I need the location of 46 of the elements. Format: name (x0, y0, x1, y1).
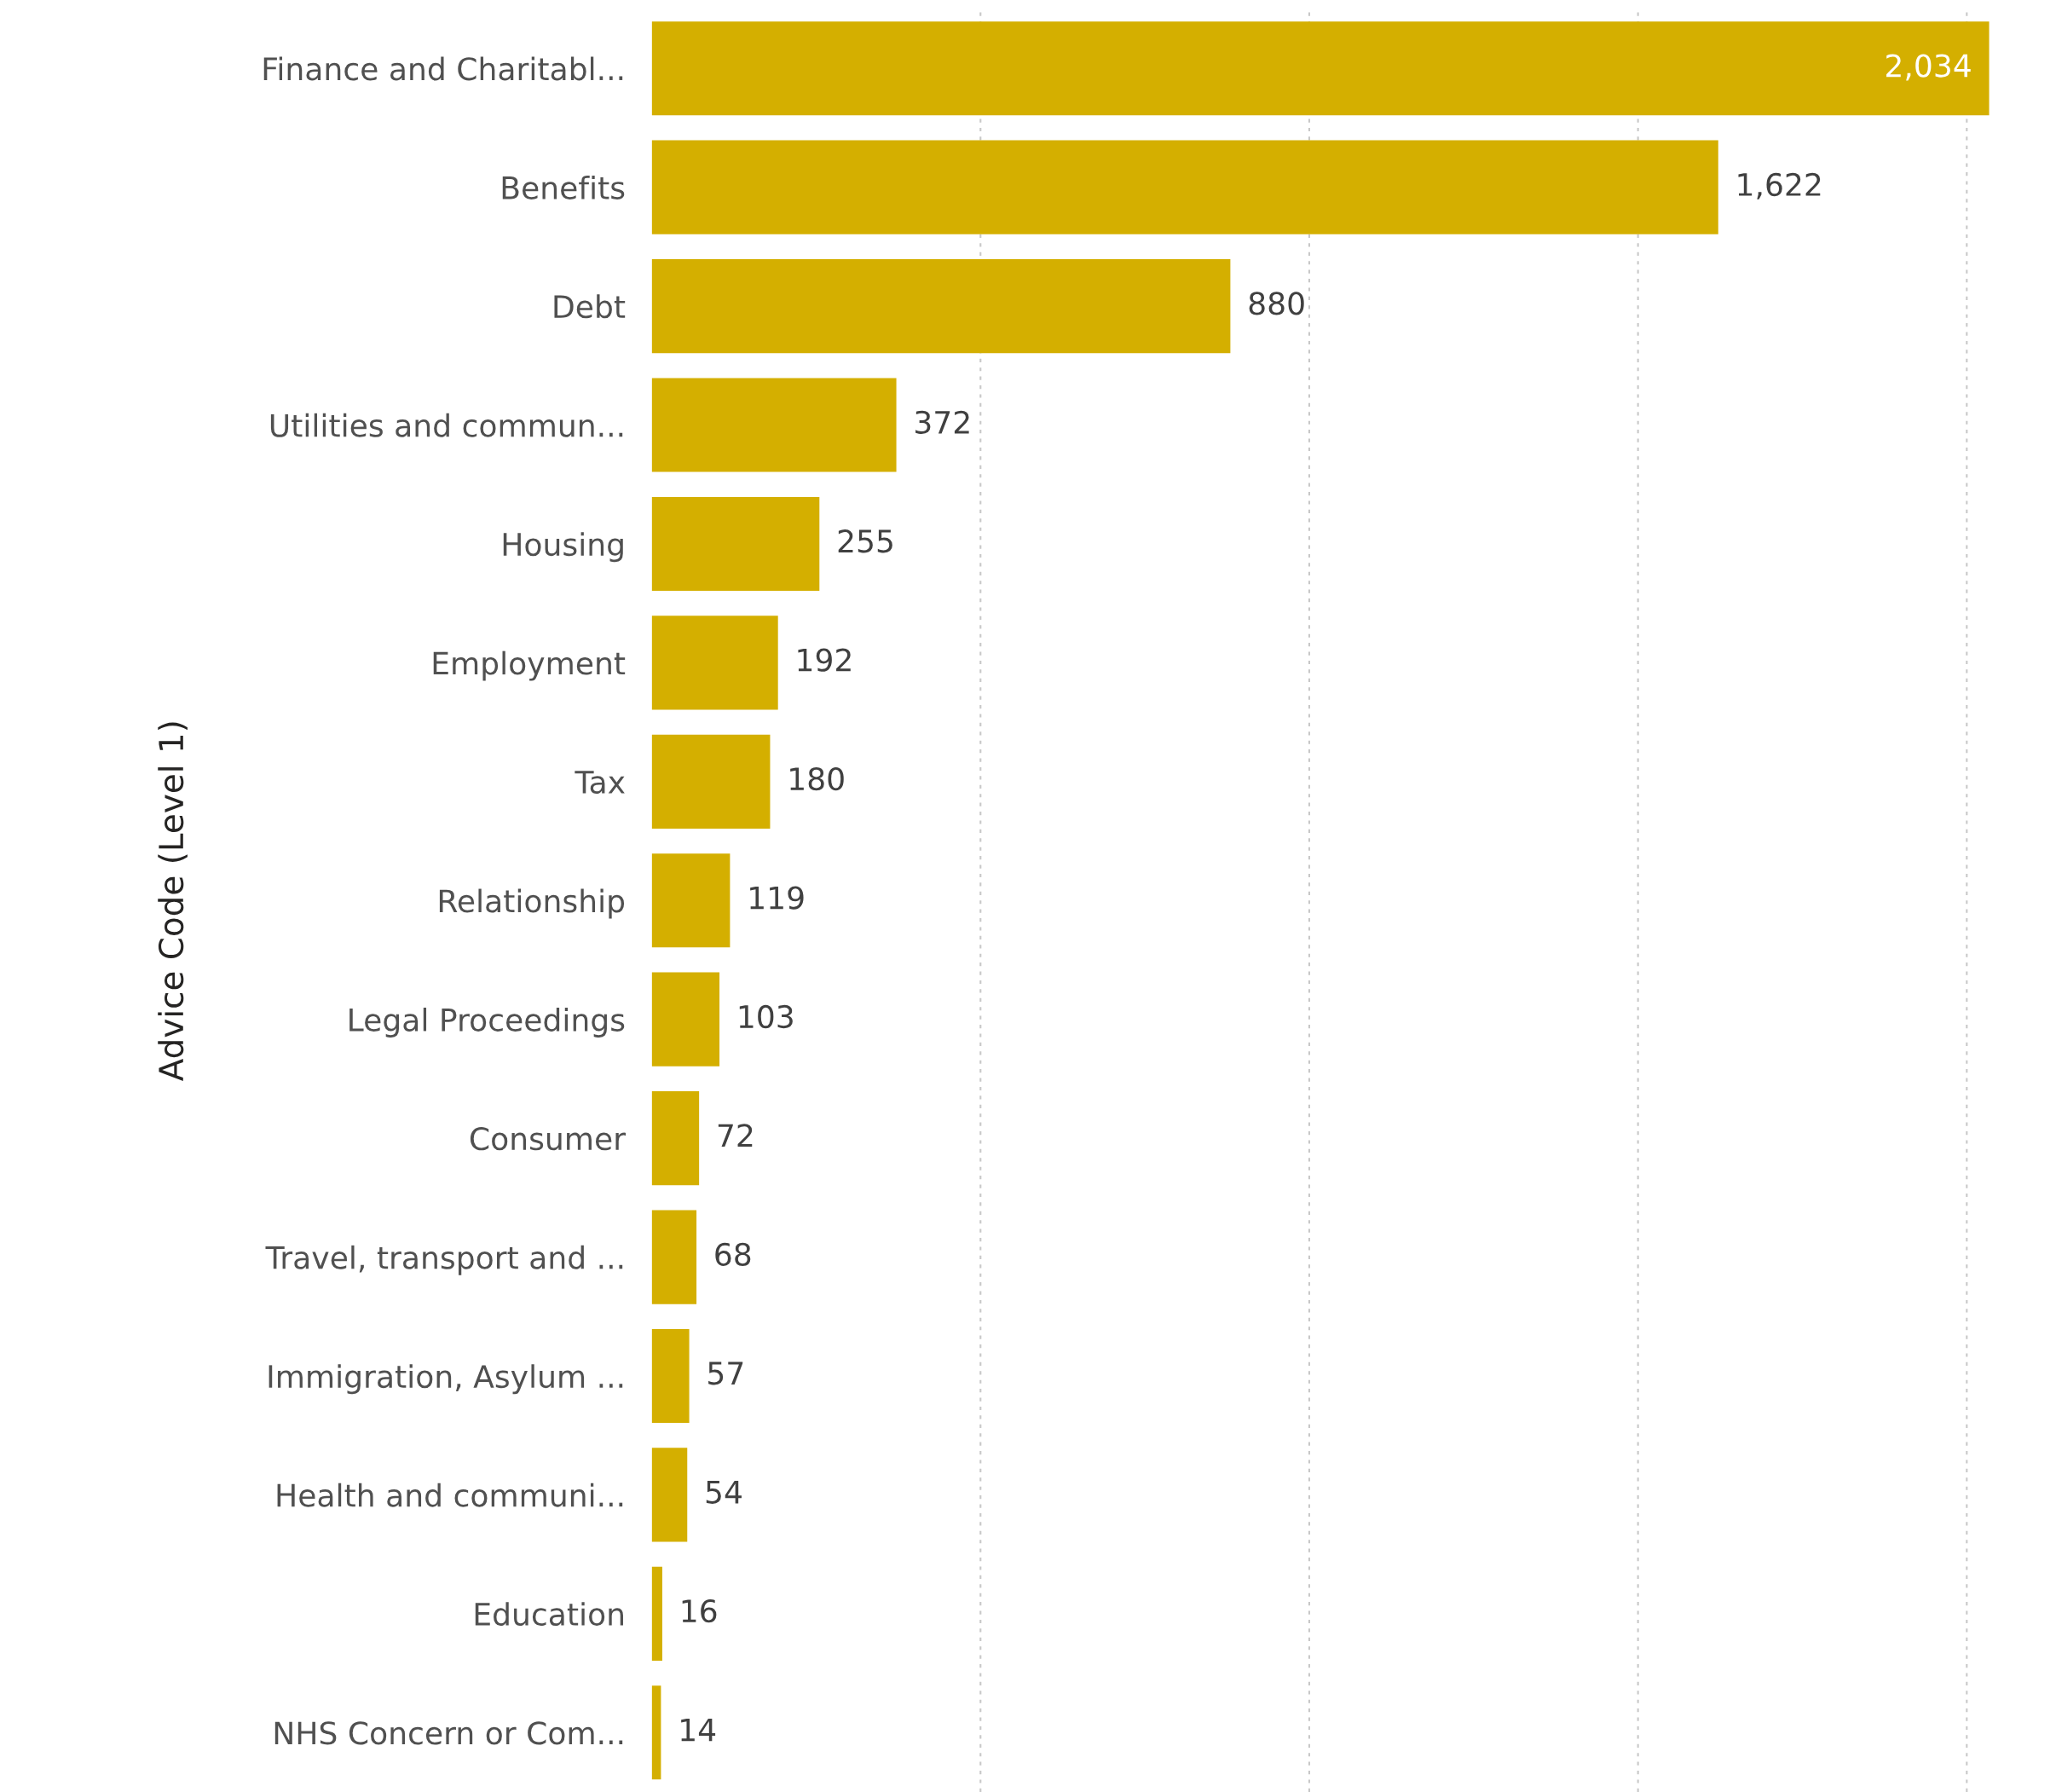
bar (651, 734, 771, 829)
bar (651, 1566, 662, 1661)
y-axis-title: Advice Code (Level 1) (158, 722, 188, 1082)
bar (651, 1210, 697, 1304)
y-tick-label: Finance and Charitabl... (263, 56, 623, 81)
y-tick-label: Relationship (439, 888, 625, 919)
data-label: 14 (681, 1718, 716, 1742)
data-label: 192 (798, 648, 851, 672)
y-tick-label: Benefits (502, 175, 625, 199)
data-label: 372 (915, 410, 969, 434)
data-label: 54 (706, 1481, 742, 1504)
bar (651, 853, 731, 948)
data-label: 57 (708, 1361, 743, 1385)
bar (651, 21, 1990, 116)
bar (651, 259, 1231, 354)
data-label: 1,622 (1738, 172, 1821, 199)
y-tick-label: Immigration, Asylum ... (269, 1364, 623, 1395)
y-tick-label: Education (475, 1602, 623, 1627)
y-tick-label: Debt (554, 294, 626, 319)
bar (651, 140, 1718, 234)
y-tick-label: NHS Concern or Com... (274, 1721, 623, 1745)
y-tick-label: Utilities and commun... (270, 413, 623, 437)
bar (651, 378, 897, 472)
bar (651, 972, 720, 1067)
y-tick-label: Tax (575, 771, 625, 795)
data-label: 72 (718, 1124, 753, 1147)
y-tick-label: Employment (433, 650, 626, 681)
bar (651, 1328, 690, 1424)
data-label: 180 (790, 766, 844, 791)
data-label: 255 (838, 529, 892, 553)
data-label: 2,034 (1886, 54, 1971, 81)
bar (651, 1448, 688, 1542)
y-tick-label: Health and communi... (277, 1483, 623, 1507)
data-label: 103 (739, 1004, 793, 1029)
y-tick-label: Legal Proceedings (349, 1007, 625, 1038)
bar (651, 496, 820, 592)
y-tick-label: Housing (503, 532, 623, 563)
bar (651, 616, 778, 710)
y-tick-label: Consumer (470, 1127, 627, 1151)
bar (651, 1091, 700, 1186)
y-tick-label: Travel, transport and ... (265, 1245, 623, 1275)
data-label: 16 (682, 1599, 717, 1623)
bar (651, 1685, 661, 1780)
data-label: 880 (1249, 292, 1304, 315)
data-label: 68 (715, 1242, 751, 1267)
data-label: 119 (750, 886, 804, 910)
